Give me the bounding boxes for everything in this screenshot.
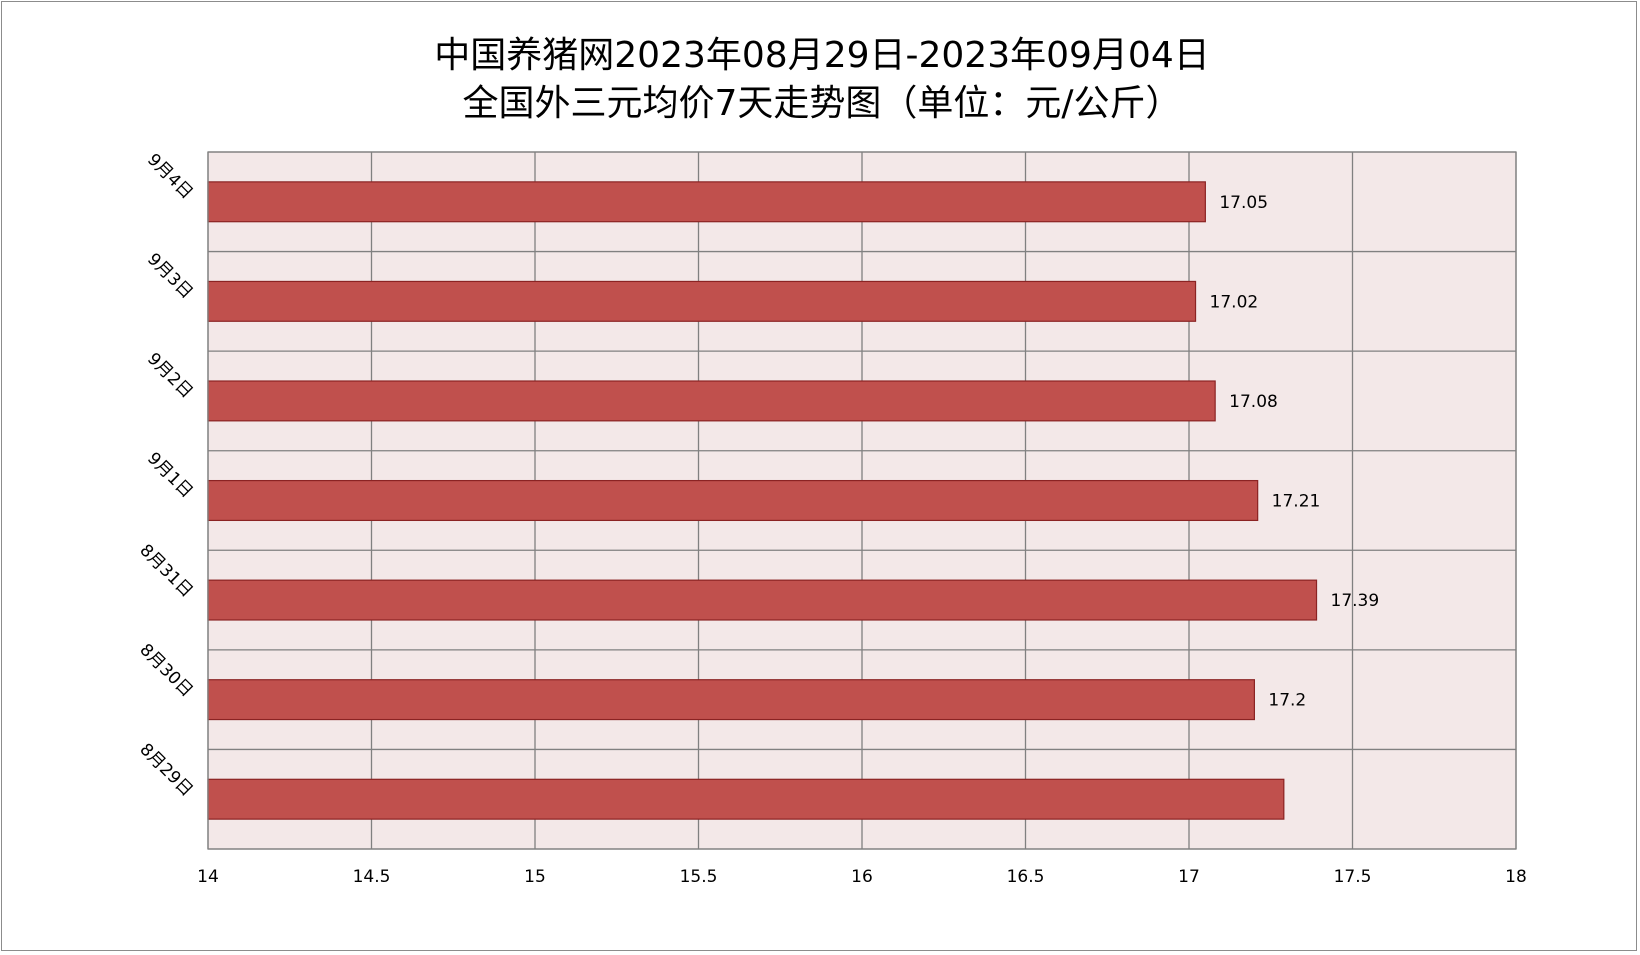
x-tick-label: 14.5 [353,867,391,887]
data-label: 17.05 [1219,193,1268,213]
bar [207,280,1197,322]
plot-border [207,151,1517,850]
x-tick-label: 16 [851,867,873,887]
data-label: 17.21 [1272,492,1321,512]
data-label: 17.02 [1210,292,1259,312]
x-tick-label: 17.5 [1334,867,1372,887]
data-label: 17.39 [1331,591,1380,611]
x-tick-label: 17 [1178,867,1200,887]
x-tick-label: 18 [1505,867,1527,887]
data-label: 17.2 [1268,691,1306,711]
y-tick-label: 8月30日 [135,640,196,701]
chart-title: 中国养猪网2023年08月29日-2023年09月04日 [434,35,1210,76]
y-tick-label: 8月31日 [135,540,196,601]
y-tick-label: 9月4日 [143,150,196,203]
data-label: 17.08 [1229,392,1278,412]
x-tick-label: 15 [524,867,546,887]
x-tick-label: 16.5 [1007,867,1045,887]
chart-subtitle: 全国外三元均价7天走势图（单位：元/公斤） [462,83,1182,124]
y-tick-label: 8月29日 [135,740,196,801]
bar [207,181,1206,223]
bar [207,479,1259,522]
bar [207,579,1318,621]
bar [207,679,1256,721]
y-tick-label: 9月1日 [143,449,196,502]
y-tick-label: 9月3日 [143,249,196,302]
x-tick-label: 14 [197,867,219,887]
x-tick-label: 15.5 [680,867,718,887]
y-tick-label: 9月2日 [143,349,196,402]
bar [207,380,1216,422]
bar [207,778,1285,820]
